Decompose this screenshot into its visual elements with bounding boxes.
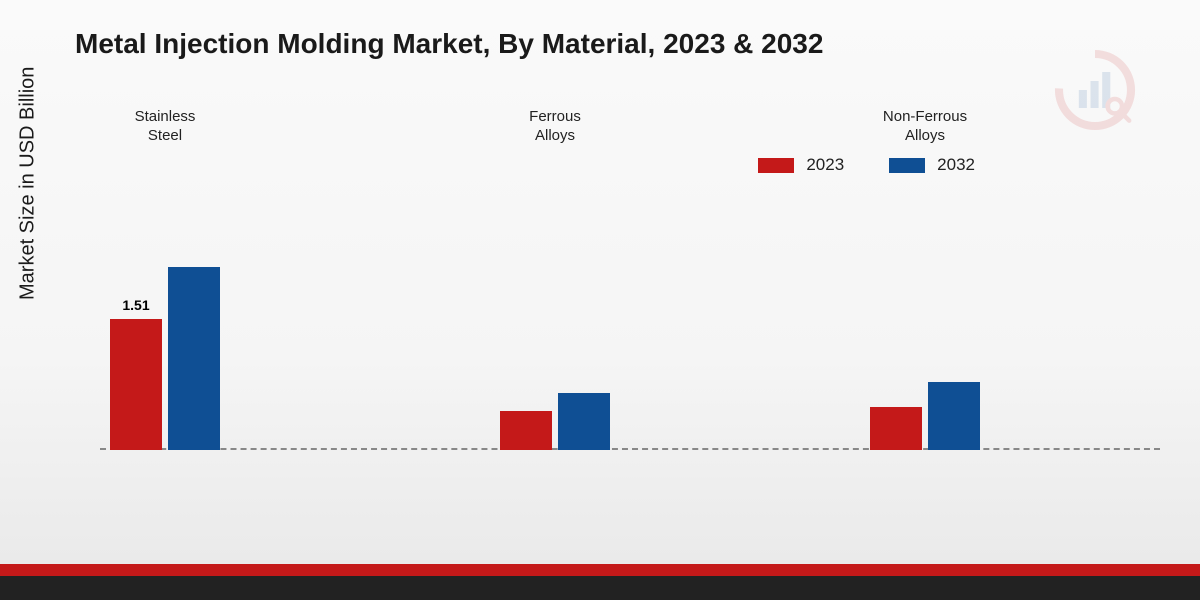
footer-dark-stripe [0,576,1200,600]
x-axis-category-label: FerrousAlloys [485,108,625,500]
footer-red-stripe [0,564,1200,576]
x-axis-category-label: StainlessSteel [95,108,235,500]
x-axis-category-label: Non-FerrousAlloys [855,108,995,500]
y-axis-label: Market Size in USD Billion [17,67,40,300]
legend-swatch-2023 [758,158,794,173]
chart-area: 2023 2032 1.51 StainlessSteelFerrousAllo… [100,100,1160,500]
chart-title: Metal Injection Molding Market, By Mater… [75,28,823,60]
x-axis-baseline [100,448,1160,450]
legend-label-2023: 2023 [806,155,844,175]
legend-item-2023: 2023 [758,155,844,175]
footer-bar [0,564,1200,600]
